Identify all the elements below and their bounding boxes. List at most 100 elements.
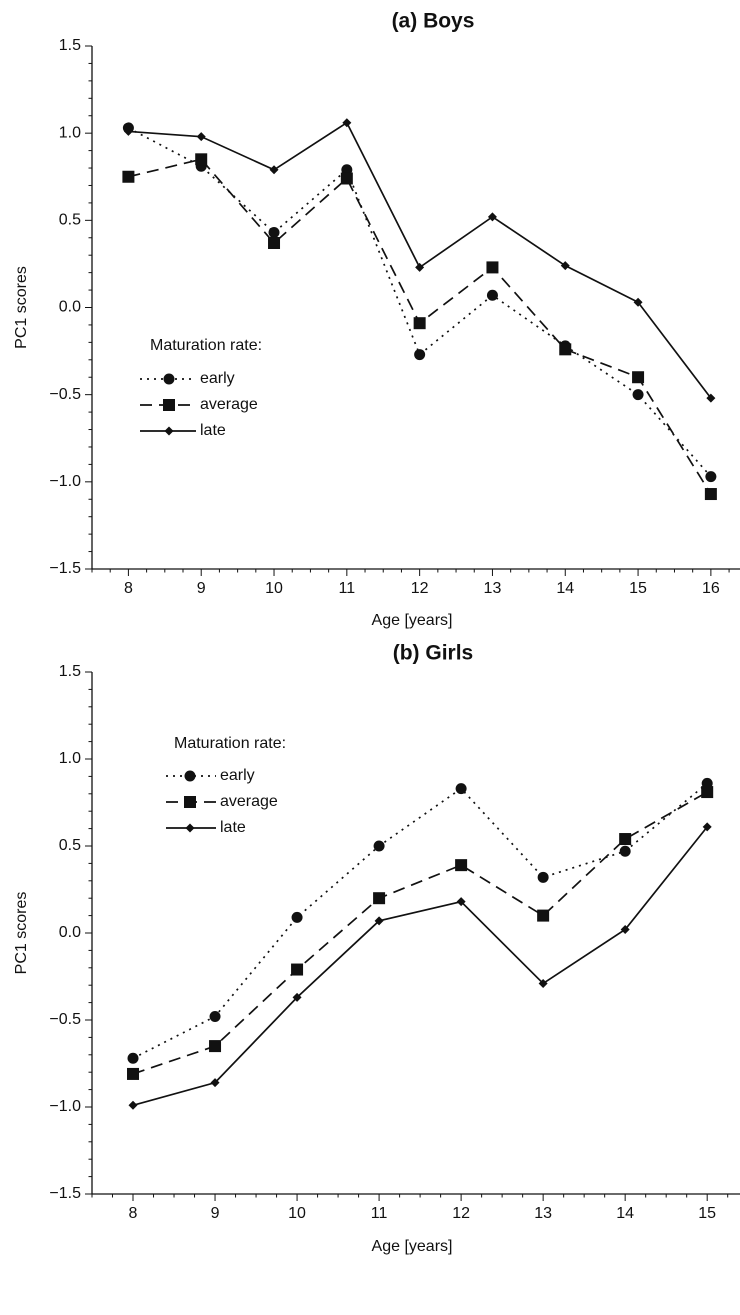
data-point-late: [487, 212, 497, 222]
x-tick-label: 10: [265, 580, 283, 597]
legend-label-average: average: [220, 793, 278, 810]
data-point-late: [196, 132, 206, 142]
y-tick-label: 1.5: [59, 663, 81, 680]
x-tick-label: 8: [124, 580, 133, 597]
y-tick-label: −0.5: [49, 1011, 81, 1028]
data-point-average: [127, 1067, 140, 1080]
chart-title: (b) Girls: [393, 642, 474, 665]
chart-panels: (a) Boys 1.5 1.0 0.5 0.0 −0.5 −1.0 −1.5 8 9 10 11 12…: [13, 10, 740, 1255]
legend-label-early: early: [200, 370, 235, 387]
data-point-late: [123, 126, 133, 136]
x-tick-label: 12: [411, 580, 429, 597]
series-average: [127, 786, 714, 1080]
legend-label-late: late: [220, 819, 246, 836]
y-axis-label: PC1 scores: [13, 266, 30, 349]
series-late: [123, 118, 716, 403]
data-point-early: [486, 289, 498, 301]
legend-title: Maturation rate:: [174, 735, 286, 752]
data-point-average: [455, 859, 468, 872]
series-line-late: [132, 826, 708, 1107]
data-point-average: [291, 963, 304, 976]
x-tick-label: 15: [629, 580, 647, 597]
x-tick-label: 13: [534, 1205, 552, 1222]
legend-title: Maturation rate:: [150, 337, 262, 354]
series-late: [128, 822, 712, 1110]
x-tick-label: 14: [616, 1205, 634, 1222]
data-point-late: [128, 1100, 138, 1110]
panel-boys: (a) Boys 1.5 1.0 0.5 0.0 −0.5 −1.0 −1.5 8 9 10 11 12…: [13, 10, 740, 629]
legend-marker-late: [185, 823, 195, 833]
legend-marker-average: [184, 796, 196, 808]
data-point-average: [537, 909, 550, 922]
data-point-early: [373, 840, 385, 852]
x-tick-label: 15: [698, 1205, 716, 1222]
data-point-early: [414, 349, 426, 361]
series-line-average: [132, 791, 708, 1075]
legend-label-late: late: [200, 422, 226, 439]
data-point-average: [701, 786, 714, 799]
x-tick-label: 11: [339, 580, 356, 597]
data-point-late: [292, 992, 302, 1002]
legend: Maturation rate: early average late: [140, 337, 262, 439]
panel-girls: (b) Girls 1.5 1.0 0.5 0.0 −0.5 −1.0 −1.5 8 9 10 11 1…: [13, 642, 740, 1255]
legend-label-early: early: [220, 767, 255, 784]
data-point-early: [537, 871, 549, 883]
data-point-average: [704, 488, 717, 501]
data-point-late: [415, 262, 425, 272]
y-tick-label: −1.5: [49, 560, 81, 577]
chart-title: (a) Boys: [392, 10, 475, 33]
y-tick-label: 0.0: [59, 924, 81, 941]
data-point-average: [195, 153, 208, 166]
legend-label-average: average: [200, 396, 258, 413]
y-tick-label: 0.5: [59, 212, 81, 229]
x-tick-label: 14: [556, 580, 574, 597]
y-tick-label: 0.0: [59, 299, 81, 316]
data-point-early: [209, 1011, 221, 1023]
x-axis-label: Age [years]: [372, 1238, 453, 1255]
data-point-early: [127, 1052, 139, 1064]
data-point-late: [342, 118, 352, 128]
y-axis-label: PC1 scores: [13, 892, 30, 975]
data-point-early: [455, 783, 467, 795]
data-point-average: [413, 317, 426, 330]
data-point-late: [702, 822, 712, 832]
data-point-late: [560, 261, 570, 271]
data-point-average: [632, 371, 645, 384]
y-tick-label: 0.5: [59, 837, 81, 854]
series-early: [127, 777, 713, 1064]
data-point-late: [620, 925, 630, 935]
x-axis-label: Age [years]: [372, 612, 453, 629]
y-tick-label: 1.0: [59, 124, 81, 141]
x-tick-label: 11: [371, 1205, 388, 1222]
y-tick-label: 1.0: [59, 750, 81, 767]
x-tick-label: 12: [452, 1205, 470, 1222]
data-point-late: [456, 897, 466, 907]
data-point-late: [538, 978, 548, 988]
data-point-late: [210, 1078, 220, 1088]
data-point-average: [209, 1040, 222, 1053]
data-point-early: [291, 911, 303, 923]
data-point-average: [373, 892, 386, 905]
y-tick-label: −0.5: [49, 386, 81, 403]
y-tick-label: −1.0: [49, 1098, 81, 1115]
data-point-average: [268, 236, 281, 249]
x-tick-label: 9: [197, 580, 206, 597]
legend-marker-late: [164, 426, 174, 436]
data-point-average: [122, 170, 135, 183]
series-line-early: [132, 782, 708, 1060]
y-tick-label: 1.5: [59, 37, 81, 54]
data-point-average: [559, 343, 572, 356]
x-tick-label: 10: [288, 1205, 306, 1222]
x-tick-label: 16: [702, 580, 720, 597]
data-point-average: [340, 172, 353, 185]
legend-marker-early: [184, 770, 196, 782]
data-point-early: [632, 389, 644, 401]
legend-marker-average: [163, 399, 175, 411]
x-tick-label: 9: [211, 1205, 220, 1222]
data-point-average: [619, 833, 632, 846]
data-point-early: [619, 845, 631, 857]
data-point-late: [633, 297, 643, 307]
data-point-late: [269, 165, 279, 175]
series-average: [122, 153, 717, 501]
